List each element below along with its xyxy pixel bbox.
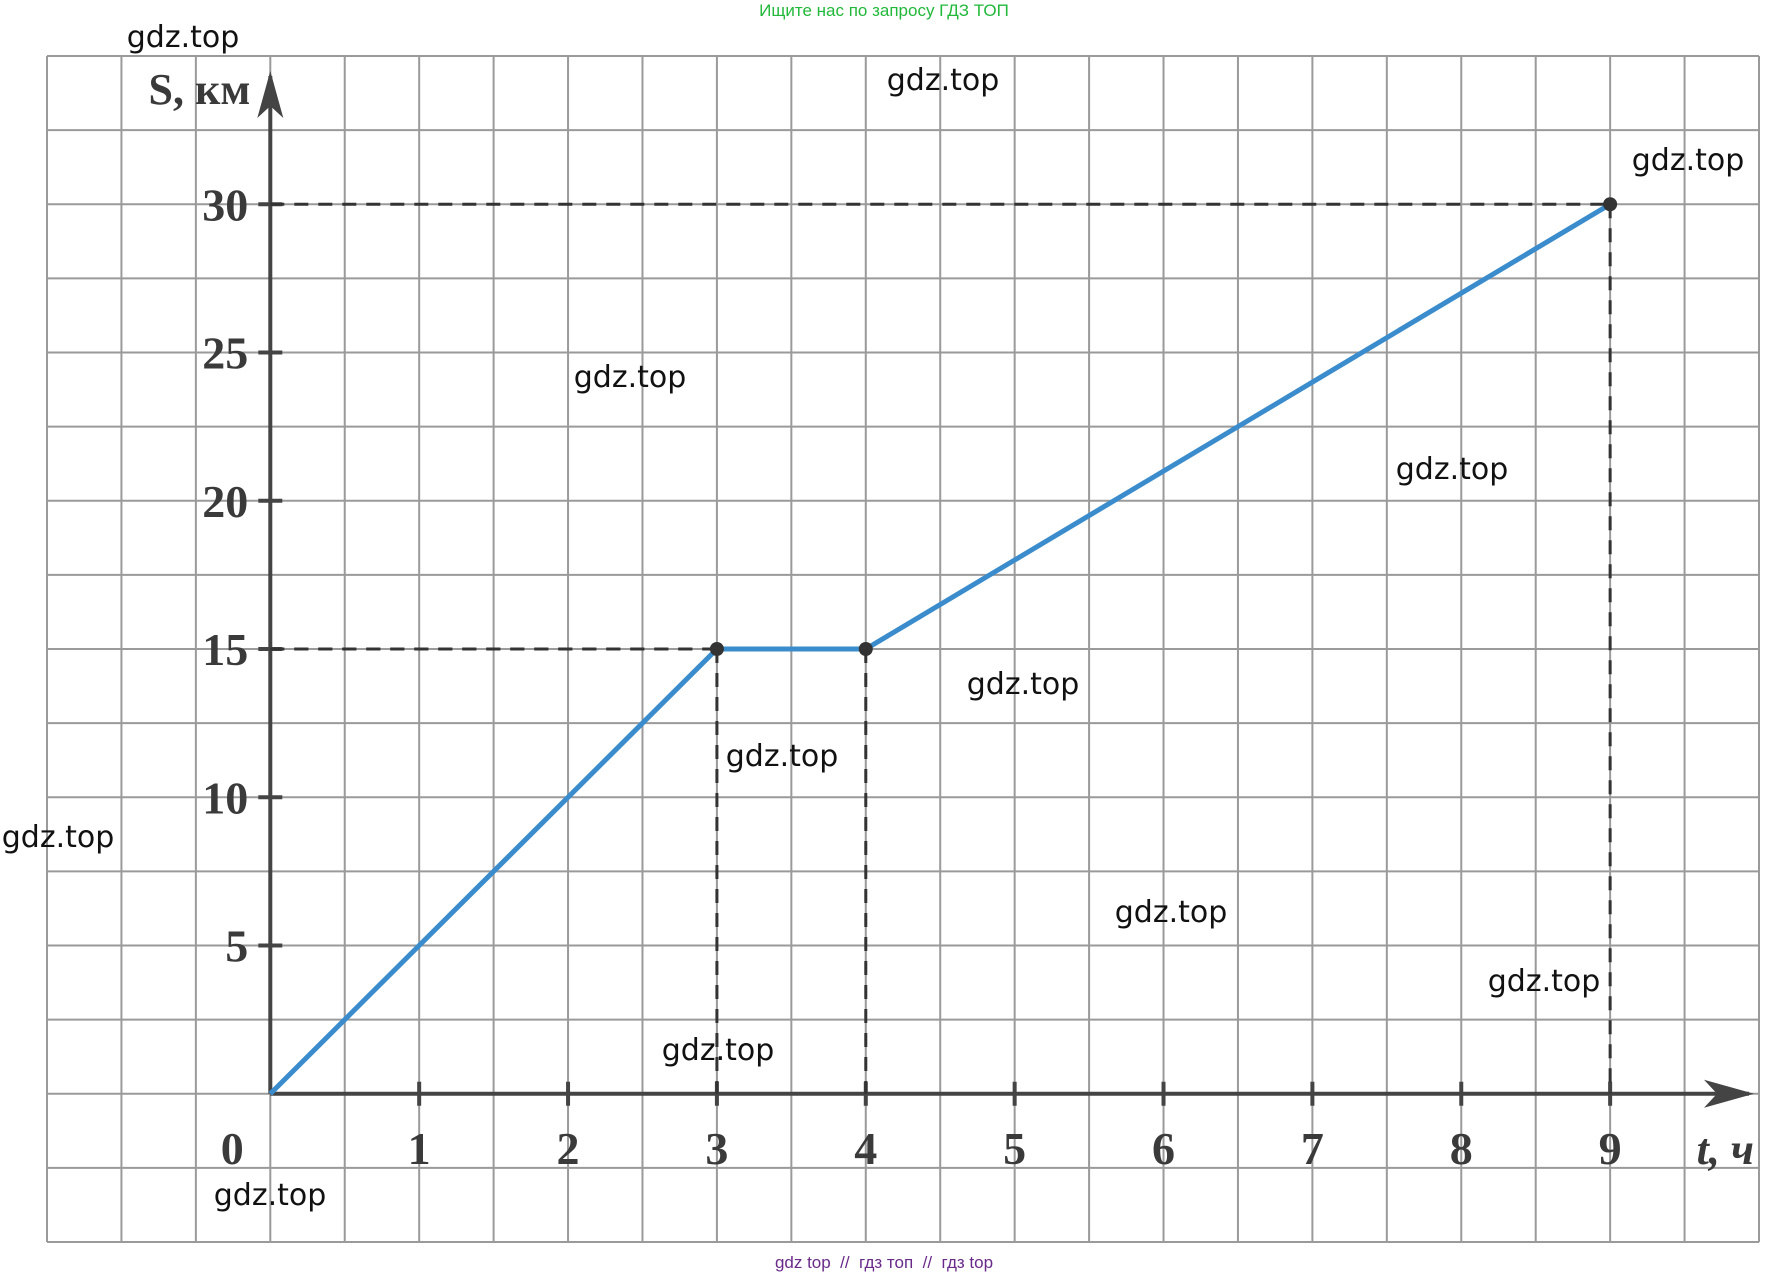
x-axis-title: t, ч bbox=[1697, 1125, 1754, 1174]
watermark: gdz.top bbox=[2, 820, 115, 855]
watermark: gdz.top bbox=[1488, 964, 1601, 999]
watermark: gdz.top bbox=[1632, 143, 1745, 178]
x-tick-label: 6 bbox=[1152, 1123, 1175, 1174]
watermark: gdz.top bbox=[967, 667, 1080, 702]
data-line bbox=[268, 202, 1612, 1096]
watermark: gdz.top bbox=[214, 1178, 327, 1213]
y-tick-label: 25 bbox=[202, 328, 248, 379]
y-tick-label: 10 bbox=[202, 772, 248, 823]
watermark: gdz.top bbox=[726, 739, 839, 774]
y-tick-label: 5 bbox=[225, 921, 248, 972]
header: Ищите нас по запросу ГДЗ ТОП bbox=[759, 1, 1009, 20]
watermark: gdz.top bbox=[662, 1033, 775, 1068]
x-tick-label: 0 bbox=[221, 1123, 244, 1174]
x-tick-label: 7 bbox=[1301, 1123, 1324, 1174]
x-tick-label: 4 bbox=[854, 1123, 877, 1174]
y-tick-label: 30 bbox=[202, 179, 248, 230]
x-tick-label: 2 bbox=[557, 1123, 580, 1174]
x-tick-label: 8 bbox=[1450, 1123, 1473, 1174]
x-tick-label: 1 bbox=[408, 1123, 431, 1174]
x-tick-label: 9 bbox=[1599, 1123, 1622, 1174]
y-tick-label: 20 bbox=[202, 476, 248, 527]
y-tick-label: 15 bbox=[202, 624, 248, 675]
x-tick-label: 3 bbox=[705, 1123, 728, 1174]
data-point bbox=[709, 642, 724, 656]
data-point bbox=[858, 642, 873, 656]
watermark: gdz.top bbox=[1115, 895, 1228, 930]
y-axis-arrow bbox=[257, 71, 284, 118]
x-axis-arrow bbox=[1704, 1079, 1754, 1108]
data-point bbox=[1603, 197, 1618, 212]
footer: gdz top // гдз топ // гдз top bbox=[775, 1253, 993, 1272]
watermark: gdz.top bbox=[127, 20, 240, 55]
watermark: gdz.top bbox=[574, 360, 687, 395]
y-axis-title: S, км bbox=[149, 65, 251, 114]
watermark: gdz.top bbox=[887, 63, 1000, 98]
x-tick-label: 5 bbox=[1003, 1123, 1026, 1174]
watermark: gdz.top bbox=[1396, 452, 1509, 487]
